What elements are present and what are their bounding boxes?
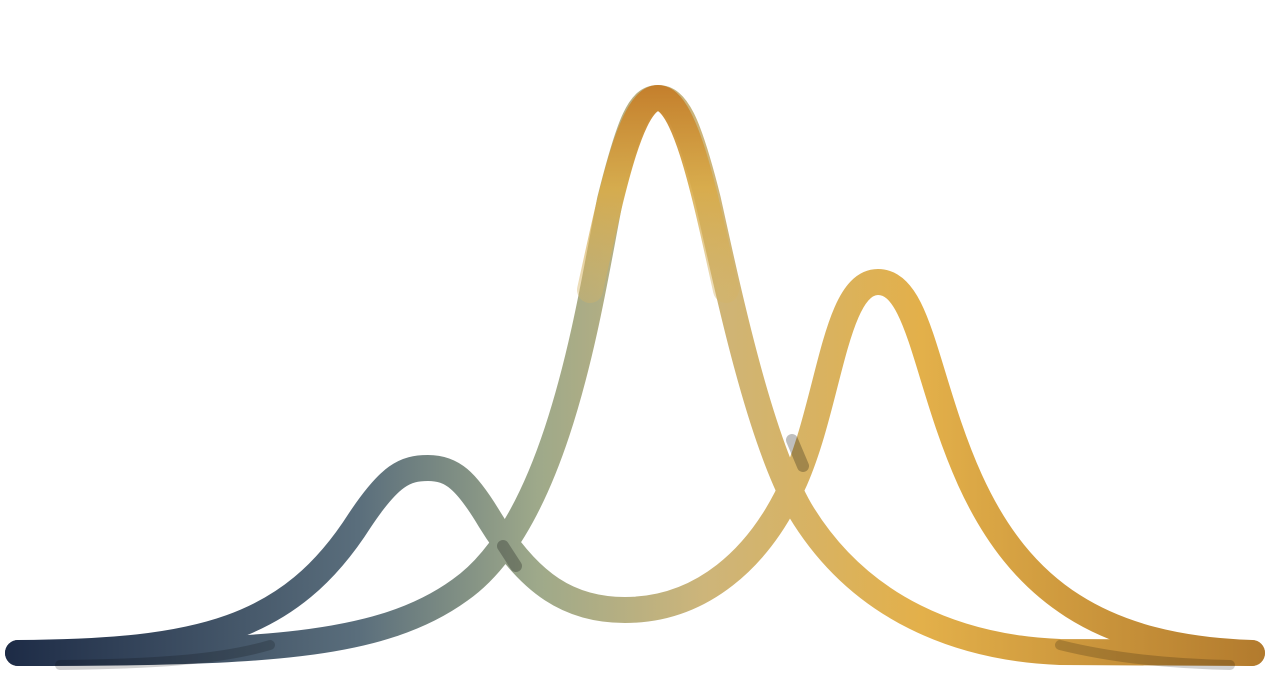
wave-curve-center-peak [5,85,1265,666]
wave-curve-left-right-peaks [5,269,1265,666]
wave-curve-center-peak-highlight [577,84,739,303]
overlap-shadow-left [497,540,522,572]
baseline-shadow-right [1055,640,1235,670]
baseline-shadow-left [55,640,275,670]
overlap-shadow-right [786,434,809,472]
